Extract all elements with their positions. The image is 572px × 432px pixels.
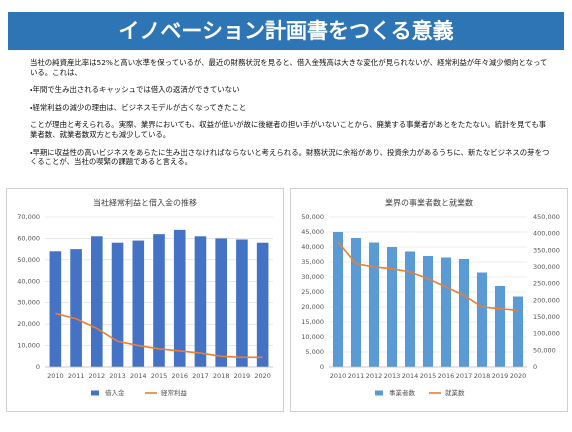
y2-tick-label: 300,000: [533, 263, 560, 271]
bar: [215, 238, 227, 367]
y2-tick-label: 50,000: [533, 346, 556, 354]
y-tick-label: 0: [320, 363, 324, 371]
bar: [332, 232, 344, 367]
x-tick-label: 2013: [109, 372, 126, 380]
bar: [512, 296, 524, 367]
x-tick-label: 2014: [402, 372, 419, 380]
y-tick-label: 10,000: [17, 342, 40, 350]
x-tick-label: 2011: [348, 372, 365, 380]
x-tick-label: 2015: [420, 372, 437, 380]
y-tick-label: 40,000: [301, 243, 324, 251]
bullet: ・年間で生み出されるキャッシュでは借入の返済ができていない: [30, 85, 240, 95]
y-tick-label: 40,000: [17, 277, 40, 285]
y-tick-label: 0: [36, 363, 40, 371]
y-tick-label: 70,000: [17, 213, 40, 221]
y-tick-label: 25,000: [301, 288, 324, 296]
bar: [153, 234, 165, 367]
x-tick-label: 2014: [130, 372, 147, 380]
x-tick-label: 2017: [192, 372, 209, 380]
x-tick-label: 2016: [438, 372, 455, 380]
bar: [458, 259, 470, 367]
x-tick-label: 2012: [366, 372, 383, 380]
legend-label: 経常利益: [161, 388, 188, 397]
y2-tick-label: 0: [533, 363, 537, 371]
bar: [49, 251, 62, 367]
bar: [386, 247, 398, 367]
line: [337, 241, 519, 312]
x-tick-label: 2020: [510, 372, 527, 380]
paragraph: 当社の純資産比率は52%と高い水準を保っているが、最近の財務状況を見ると、借入金…: [30, 58, 548, 77]
chart-title: 当社経常利益と借入金の推移: [93, 198, 197, 208]
y-tick-label: 10,000: [301, 333, 324, 341]
bar: [350, 238, 362, 367]
y2-tick-label: 450,000: [533, 213, 560, 221]
bar: [236, 239, 248, 367]
y2-tick-label: 350,000: [533, 246, 560, 254]
x-tick-label: 2018: [213, 372, 230, 380]
y-tick-label: 30,000: [17, 299, 40, 307]
y-tick-label: 60,000: [17, 234, 40, 242]
chart: 当社経常利益と借入金の推移 0 10,000 20,000 30,000 40,000 50…: [6, 188, 284, 412]
legend-label: 借入金: [105, 388, 125, 397]
y-tick-label: 20,000: [17, 320, 40, 328]
y-tick-label: 45,000: [301, 228, 324, 236]
bar: [111, 242, 124, 367]
y-tick-label: 30,000: [301, 273, 324, 281]
legend-swatch: [375, 390, 383, 396]
x-tick-label: 2016: [171, 372, 188, 380]
bar: [494, 286, 506, 367]
bar: [368, 242, 380, 367]
y-tick-label: 50,000: [301, 213, 324, 221]
paragraph: ・早期に収益性の高いビジネスをあらたに生み出さなければならないと考えられる。財務…: [30, 147, 550, 167]
legend-label: 就業数: [445, 388, 465, 397]
y2-tick-label: 100,000: [533, 330, 560, 338]
paragraph: ことが理由と考えられる。実際、業界においても、収益が低いが故に後継者の担い手がい…: [30, 120, 547, 139]
bar: [440, 257, 452, 367]
slide-title: イノベーション計画書をつくる意義: [8, 12, 564, 50]
y2-tick-label: 200,000: [533, 296, 560, 304]
y2-tick-label: 400,000: [533, 230, 560, 238]
x-tick-label: 2019: [234, 372, 251, 380]
bar: [173, 229, 186, 367]
x-tick-label: 2013: [384, 372, 401, 380]
x-tick-label: 2012: [89, 372, 106, 380]
x-tick-label: 2010: [47, 372, 64, 380]
x-tick-label: 2017: [456, 372, 473, 380]
y2-tick-label: 150,000: [533, 313, 560, 321]
bar: [422, 256, 434, 367]
line: [55, 312, 263, 359]
y-tick-label: 20,000: [301, 303, 324, 311]
bar: [70, 249, 82, 367]
y2-tick-label: 250,000: [533, 280, 560, 288]
legend-swatch: [91, 390, 99, 396]
bar: [404, 251, 416, 367]
x-tick-label: 2010: [330, 372, 347, 380]
y-tick-label: 15,000: [301, 318, 324, 326]
y-tick-label: 5,000: [305, 348, 324, 356]
x-tick-label: 2018: [474, 372, 491, 380]
bar: [91, 236, 103, 367]
bar: [476, 272, 488, 367]
chart: 業界の事業者数と就業数 0 5,000 10,000 15,000 20,000 25,00…: [290, 188, 568, 412]
x-tick-label: 2015: [151, 372, 168, 380]
chart-title: 業界の事業者数と就業数: [385, 198, 473, 208]
bar: [194, 236, 207, 367]
bar: [132, 240, 145, 367]
legend-label: 事業者数: [389, 388, 416, 397]
x-tick-label: 2019: [492, 372, 509, 380]
bullet: ・経常利益の減少の理由は、ビジネスモデルが古くなってきたこと: [30, 102, 247, 112]
x-tick-label: 2020: [254, 372, 271, 380]
y-tick-label: 35,000: [301, 258, 324, 266]
bar: [256, 242, 269, 367]
x-tick-label: 2011: [68, 372, 85, 380]
body-text: 当社の純資産比率は52%と高い水準を保っているが、最近の財務状況を見ると、借入金…: [30, 58, 550, 172]
y-tick-label: 50,000: [17, 256, 40, 264]
